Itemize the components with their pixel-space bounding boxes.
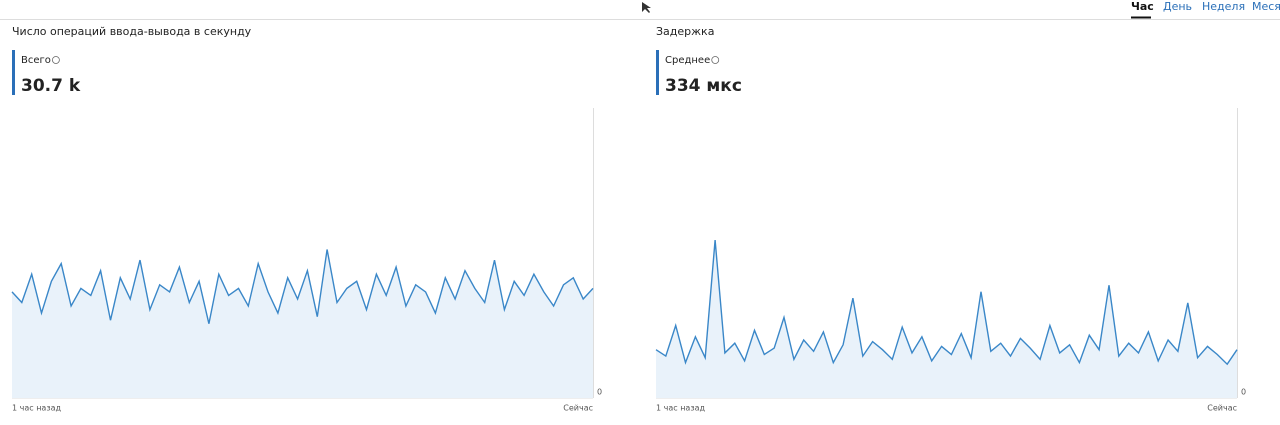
summary-value: 334 мкс [665, 76, 742, 96]
time-tab[interactable]: Неделя [1202, 0, 1245, 13]
area-fill [12, 249, 593, 398]
area-fill [656, 240, 1237, 398]
summary-value: 30.7 k [21, 76, 81, 96]
time-tab[interactable]: День [1163, 0, 1192, 13]
series-line [655, 240, 1238, 366]
summary-accent [12, 50, 15, 95]
chart-title: Число операций ввода-вывода в секунду [12, 25, 252, 38]
x-tick-label: 1 час назад [12, 404, 61, 413]
y-tick-label: 0 [597, 388, 602, 397]
summary-label: Всего [21, 55, 51, 66]
y-tick-label: 0 [1241, 388, 1246, 397]
x-tick-label: 1 час назад [656, 404, 705, 413]
mouse-cursor [642, 2, 651, 13]
x-tick-label: Сейчас [1207, 404, 1237, 413]
info-icon[interactable] [711, 56, 720, 64]
chart-title: Задержка [656, 25, 714, 38]
x-tick-label: Сейчас [563, 404, 593, 413]
info-icon[interactable] [51, 56, 60, 64]
time-tab[interactable]: Час [1131, 0, 1154, 13]
series-line [11, 249, 594, 324]
time-tab[interactable]: Меся [1252, 0, 1280, 13]
summary-label: Среднее [665, 55, 710, 66]
summary-accent [656, 50, 659, 95]
